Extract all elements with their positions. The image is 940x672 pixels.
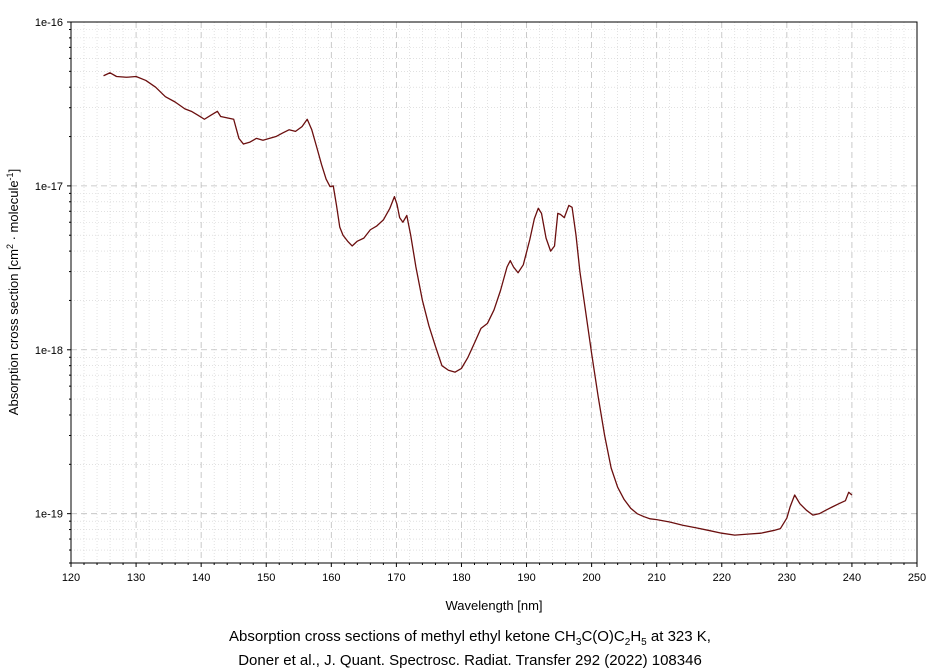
x-tick-label: 230 — [778, 572, 796, 584]
x-tick-label: 240 — [843, 572, 861, 584]
x-axis-title: Wavelength [nm] — [445, 598, 542, 613]
x-tick-label: 160 — [322, 572, 340, 584]
x-tick-label: 120 — [62, 572, 80, 584]
series-layer — [103, 72, 853, 536]
y-tick-label: 1e-19 — [35, 509, 63, 521]
x-tick-label: 190 — [517, 572, 535, 584]
x-tick-label: 130 — [127, 572, 145, 584]
y-axis-title: Absorption cross section [cm2 · molecule… — [5, 169, 21, 415]
chart-svg: 120 130 140 150 160 170 180 190 200 210 220 230 240 2… — [5, 17, 926, 613]
x-tick-label: 220 — [713, 572, 731, 584]
grid-major — [71, 22, 917, 563]
x-tick-label: 200 — [582, 572, 600, 584]
x-tick-label: 150 — [257, 572, 275, 584]
y-tick-label: 1e-18 — [35, 345, 63, 357]
x-tick-label: 170 — [387, 572, 405, 584]
x-tick-label: 140 — [192, 572, 210, 584]
x-tick-label: 250 — [908, 572, 926, 584]
caption-line-1: Absorption cross sections of methyl ethy… — [229, 628, 711, 648]
grid-minor — [71, 22, 917, 564]
series-line — [103, 72, 853, 536]
y-axis-ticks: 1e-16 1e-17 1e-18 1e-19 — [35, 17, 71, 564]
y-tick-label: 1e-17 — [35, 181, 63, 193]
plot-frame — [70, 21, 918, 564]
caption-line-2: Doner et al., J. Quant. Spectrosc. Radia… — [238, 652, 702, 669]
x-tick-label: 180 — [452, 572, 470, 584]
x-tick-label: 210 — [648, 572, 666, 584]
x-axis-ticks: 120 130 140 150 160 170 180 190 200 210 220 230 240 2… — [62, 563, 926, 584]
y-tick-label: 1e-16 — [35, 17, 63, 29]
